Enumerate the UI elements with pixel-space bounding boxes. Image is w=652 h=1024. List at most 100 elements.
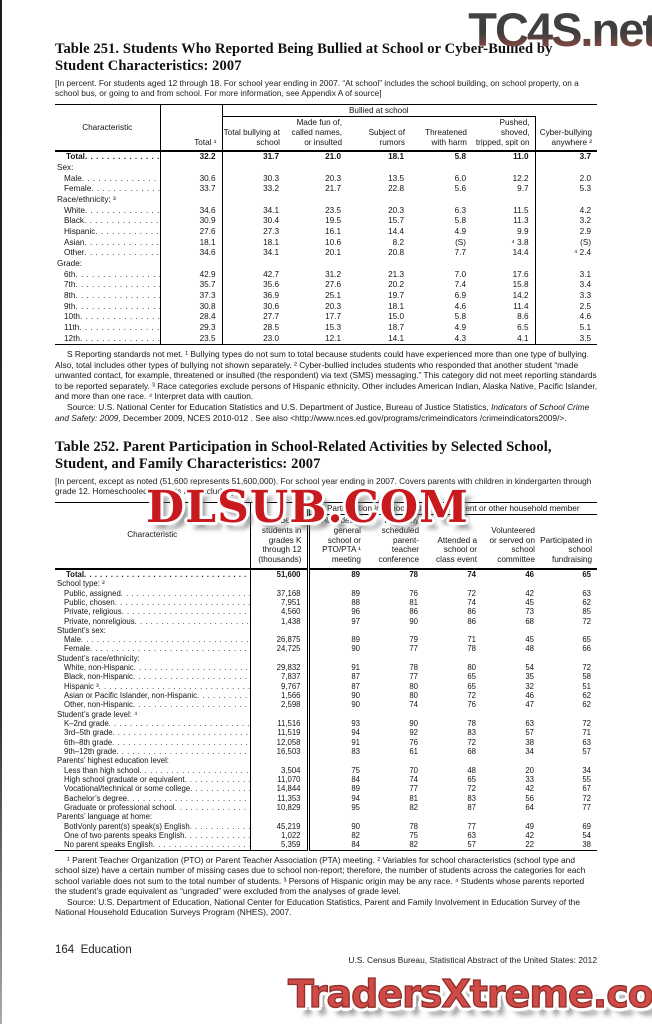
- cell-value: 15.0: [388, 312, 404, 322]
- row-label: 6th–8th grade: [55, 737, 251, 748]
- cell-value: 72: [467, 784, 476, 794]
- cell-value: 91: [306, 663, 366, 673]
- cell-value: 14.1: [388, 333, 404, 343]
- cell-value: [540, 579, 597, 588]
- cell-value: 35.7: [160, 280, 223, 291]
- table-row: Parents’ highest education level:: [55, 756, 597, 766]
- cell-value: ⁴ 3.8: [472, 237, 536, 249]
- cell-value: 15.7: [388, 216, 404, 226]
- cell-value: 80: [409, 691, 418, 701]
- cell-value: 77: [409, 644, 418, 654]
- cell-value: 5.3: [579, 184, 592, 194]
- cell-value: 42: [525, 588, 534, 598]
- cell-value: [410, 163, 472, 174]
- cell-value: 92: [409, 728, 418, 738]
- row-label: Bachelor’s degree: [55, 793, 251, 804]
- cell-value: 15.8: [472, 280, 536, 291]
- cell-value: 63: [467, 831, 476, 841]
- cell-value: 78: [467, 719, 476, 729]
- cell-value: [366, 710, 424, 719]
- table252-source: Source: U.S. Department of Education, Na…: [55, 896, 580, 918]
- cell-value: 72: [582, 719, 592, 729]
- cell-value: 78: [409, 663, 418, 673]
- cell-value: 21.0: [325, 152, 341, 162]
- cell-value: 30.3: [263, 173, 279, 183]
- source-text-suffix: December 2009, NCES 2010-012 . See also …: [120, 412, 567, 423]
- table-row: White34.6 34.1 23.5 20.3 6.3 11.5 4.2: [55, 205, 597, 217]
- column-header-pto-meeting: Attended a general school or PTO/PTA ¹ m…: [306, 514, 366, 570]
- table-row: 7th35.7 35.6 27.6 20.2 7.4 15.8 3.4: [55, 280, 597, 291]
- cell-value: 33: [525, 775, 534, 785]
- cell-value: 65: [582, 635, 592, 645]
- cell-value: 10.6: [325, 237, 341, 247]
- cell-value: 9.9: [472, 227, 536, 238]
- cell-value: 90: [306, 644, 366, 654]
- cell-value: 45,219: [250, 821, 309, 832]
- cell-value: 9.7: [472, 184, 536, 196]
- row-label: Private, nonreligious: [55, 616, 251, 626]
- cell-value: 46: [525, 569, 534, 579]
- cell-value: 58: [582, 672, 592, 682]
- cell-value: 12.2: [472, 173, 536, 185]
- table-row: Asian18.118.110.68.2(S)⁴ 3.8(S): [55, 237, 597, 249]
- cell-value: 28.5: [263, 322, 279, 332]
- cell-value: 81: [409, 793, 418, 803]
- cell-value: 5.8: [454, 152, 466, 162]
- cell-value: 67: [582, 784, 592, 794]
- cell-value: 2,598: [250, 700, 309, 710]
- page-number-value: 164: [55, 943, 75, 956]
- group-header-bullied: Bullied at school: [222, 104, 536, 118]
- cell-value: 20.8: [388, 248, 404, 258]
- cell-value: [285, 195, 347, 206]
- cell-value: 11,516: [250, 719, 309, 729]
- cell-value: 7.0: [454, 269, 466, 279]
- cell-value: 23.0: [263, 333, 279, 343]
- cell-value: 72: [467, 737, 476, 747]
- cell-value: 76: [467, 700, 476, 710]
- cell-value: 82: [409, 803, 418, 813]
- cell-value: 19.7: [388, 290, 404, 300]
- cell-value: 80: [467, 663, 476, 673]
- cell-value: 5.8: [454, 216, 466, 226]
- cell-value: 71: [467, 635, 476, 645]
- row-label: Male: [55, 635, 251, 645]
- cell-value: [250, 625, 309, 636]
- cell-value: 3.5: [579, 333, 592, 343]
- cell-value: 17.7: [325, 312, 341, 322]
- table-row: 11th29.3 28.5 15.3 18.7 4.9 6.5 5.1: [55, 322, 597, 334]
- row-label: 8th: [55, 290, 161, 302]
- row-label: Both/only parent(s) speak(s) English: [55, 821, 251, 832]
- cell-value: 5,359: [250, 840, 309, 851]
- cell-value: 3.3: [579, 290, 592, 300]
- cell-value: 77: [467, 821, 476, 831]
- cell-value: [306, 709, 366, 720]
- cell-value: 51,600: [250, 568, 309, 580]
- cell-value: 76: [409, 737, 418, 747]
- cell-value: 7,951: [250, 597, 309, 608]
- cell-value: 18.7: [388, 322, 404, 332]
- cell-value: [535, 195, 597, 206]
- row-label: Private, religious: [55, 607, 251, 617]
- cell-value: 11,519: [250, 728, 309, 738]
- cell-value: 72: [582, 616, 592, 626]
- table251-source: Source: U.S. National Center for Educati…: [55, 402, 597, 423]
- cell-value: 82: [409, 840, 418, 850]
- cell-value: 18.1: [160, 237, 223, 249]
- cell-value: [410, 195, 472, 206]
- cell-value: [535, 163, 597, 174]
- cell-value: 3.1: [579, 269, 592, 279]
- cell-value: 20.3: [325, 301, 341, 311]
- cell-value: 7.7: [454, 248, 466, 258]
- cell-value: 57: [582, 747, 592, 757]
- cell-value: 11.3: [472, 216, 536, 227]
- row-label: Black, non-Hispanic: [55, 672, 251, 682]
- cell-value: 11,353: [250, 793, 309, 804]
- cell-value: 7.4: [454, 280, 466, 290]
